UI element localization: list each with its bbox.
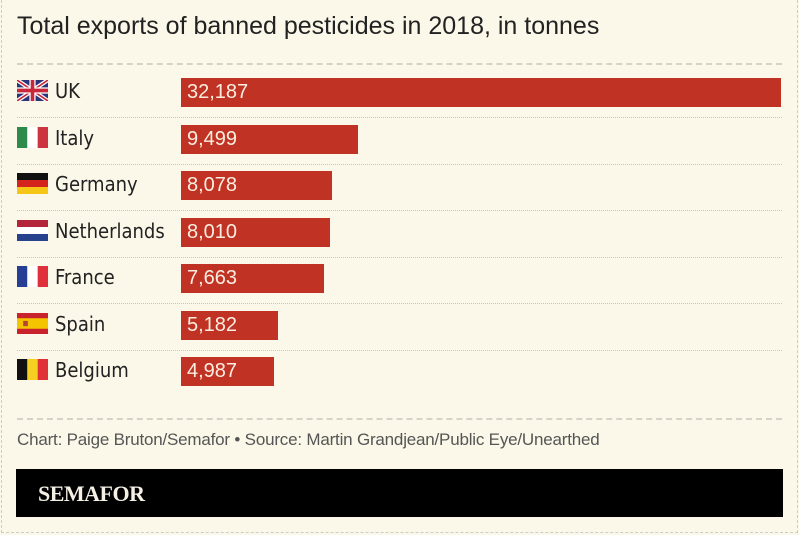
italy-flag-icon: [17, 126, 48, 148]
category-label: UK: [55, 79, 80, 103]
bar-row: France 7,663: [17, 257, 782, 304]
category-label: France: [55, 265, 115, 289]
divider: [17, 63, 782, 65]
france-flag-icon: [17, 266, 48, 287]
category-label: Spain: [55, 311, 106, 336]
bar: 8,078: [181, 171, 332, 200]
value-label: 8,078: [187, 174, 238, 196]
belgium-flag-icon: [17, 359, 48, 380]
category-label: Belgium: [55, 358, 129, 382]
value-label: 4,987: [187, 360, 238, 382]
divider: [17, 418, 782, 420]
bar: 4,987: [181, 357, 274, 386]
bar-row: Belgium 4,987: [17, 350, 782, 396]
netherlands-flag-icon: [17, 219, 48, 241]
bar-row: Germany 8,078: [17, 164, 782, 211]
bar-row: UK 32,187: [15, 71, 782, 118]
value-label: 7,663: [187, 267, 238, 289]
bar: 9,499: [181, 124, 359, 154]
uk-flag-icon: [15, 78, 50, 103]
germany-flag-icon: [17, 173, 48, 194]
category-label: Netherlands: [55, 218, 165, 243]
bar-row: Spain 5,182: [17, 304, 782, 351]
chart-credit: Chart: Paige Bruton/Semafor • Source: Ma…: [17, 430, 600, 449]
bar: 32,187: [181, 78, 781, 107]
chart-title: Total exports of banned pesticides in 20…: [17, 12, 600, 40]
value-label: 32,187: [187, 81, 249, 103]
bar: 5,182: [181, 310, 278, 340]
category-label: Germany: [55, 172, 138, 196]
bar: 8,010: [181, 217, 331, 247]
value-label: 5,182: [187, 313, 238, 336]
value-label: 9,499: [187, 127, 238, 150]
bar-row: Netherlands 8,010: [17, 211, 782, 258]
semafor-logo: SEMAFOR: [38, 481, 145, 506]
bar: 7,663: [181, 264, 324, 293]
bar-row: Italy 9,499: [17, 118, 782, 165]
spain-flag-icon: [17, 312, 48, 334]
brand-bar: SEMAFOR: [16, 469, 783, 517]
category-label: Italy: [55, 125, 95, 150]
value-label: 8,010: [187, 220, 238, 243]
